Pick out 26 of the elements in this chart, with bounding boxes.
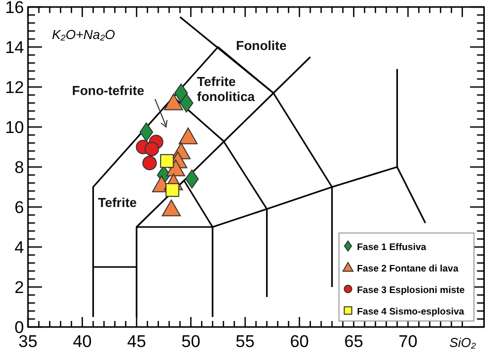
x-tick-label: 65	[344, 332, 364, 351]
legend-label: Fase 1 Effusiva	[357, 242, 427, 253]
x-tick-label: 60	[290, 332, 309, 351]
x-tick-label: 50	[181, 332, 200, 351]
x-tick-label: 35	[18, 332, 38, 351]
y-tick-label: 6	[14, 198, 24, 217]
y-tick-label: 10	[5, 118, 24, 137]
y-tick-label: 4	[14, 238, 24, 257]
x-axis-title: SiO₂	[449, 335, 476, 350]
y-tick-label: 2	[14, 278, 24, 297]
legend-label: Fase 2 Fontane di lava	[357, 264, 460, 274]
x-tick-label: 70	[398, 332, 418, 351]
y-tick-label: 8	[14, 158, 24, 177]
y-axis-title: K₂O+Na₂O	[52, 27, 116, 42]
annotation: Tefrite fonolitica	[197, 74, 256, 104]
legend-label: Fase 4 Sismo-esplosiva	[357, 306, 465, 318]
x-tick-label: 55	[236, 332, 255, 351]
annotation: Fonolite	[236, 38, 287, 53]
annotation: Tefrite	[98, 195, 137, 210]
annotation: Fono-tefrite	[72, 83, 144, 98]
y-tick-label: 14	[5, 38, 24, 57]
y-tick-label: 16	[5, 0, 24, 17]
legend-label: Fase 3 Esplosioni miste	[357, 285, 465, 296]
y-tick-label: 12	[5, 78, 24, 97]
x-tick-label: 40	[72, 332, 92, 351]
x-tick-label: 45	[127, 332, 146, 351]
